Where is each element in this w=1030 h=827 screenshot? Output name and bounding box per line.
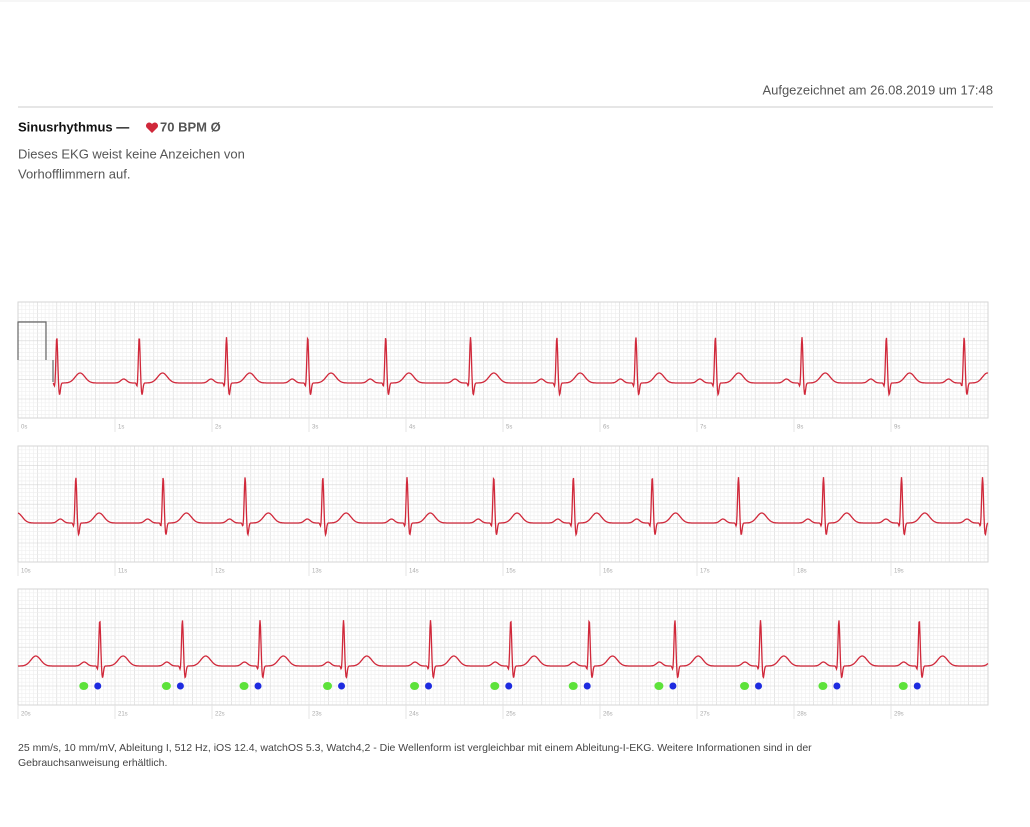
time-label: 18s [797, 569, 807, 575]
time-label: 3s [312, 425, 318, 431]
time-label: 25s [506, 712, 516, 718]
footer-line: Gebrauchsanweisung erhältlich. [18, 757, 167, 769]
time-label: 19s [894, 569, 904, 575]
annotation-dot [654, 682, 664, 690]
annotation-dot [254, 682, 262, 690]
annotation-dot [94, 682, 102, 690]
annotation-dot [755, 682, 763, 690]
annotation-dot [669, 682, 677, 690]
annotation-dot [338, 682, 346, 690]
time-label: 20s [21, 712, 31, 718]
time-label: 13s [312, 569, 322, 575]
annotation-dot [913, 682, 921, 690]
time-label: 1s [118, 425, 124, 431]
bpm: 70 BPM Ø [160, 119, 221, 134]
ecg-trace [17, 619, 989, 680]
ecg-trace [52, 336, 989, 397]
annotation-dot [239, 682, 249, 690]
annotation-dot [740, 682, 750, 690]
annotation-dot [410, 682, 420, 690]
heart-icon [145, 122, 159, 133]
annotation-dot [490, 682, 500, 690]
calibration-pulse [17, 321, 54, 382]
time-label: 9s [894, 425, 900, 431]
time-label: 6s [603, 425, 609, 431]
annotation-dot [898, 682, 908, 690]
annotation-dot [568, 682, 578, 690]
time-label: 22s [215, 712, 225, 718]
time-label: 5s [506, 425, 512, 431]
time-label: 28s [797, 712, 807, 718]
time-label: 15s [506, 569, 516, 575]
time-label: 2s [215, 425, 221, 431]
time-label: 17s [700, 569, 710, 575]
time-label: 29s [894, 712, 904, 718]
time-label: 23s [312, 712, 322, 718]
time-label: 7s [700, 425, 706, 431]
time-label: 21s [118, 712, 128, 718]
time-label: 12s [215, 569, 225, 575]
description-line: Vorhofflimmern auf. [18, 166, 130, 181]
annotation-dot [833, 682, 841, 690]
time-label: 16s [603, 569, 613, 575]
time-label: 10s [21, 569, 31, 575]
annotation-dot [425, 682, 433, 690]
time-label: 0s [21, 425, 27, 431]
time-label: 24s [409, 712, 419, 718]
recorded-date: Aufgezeichnet am 26.08.2019 um 17:48 [762, 82, 993, 97]
time-label: 26s [603, 712, 613, 718]
description-line: Dieses EKG weist keine Anzeichen von [18, 146, 245, 161]
rhythm-title: Sinusrhythmus — [18, 119, 129, 134]
time-label: 11s [118, 569, 127, 575]
time-label: 14s [409, 569, 419, 575]
time-label: 4s [409, 425, 415, 431]
annotation-dot [505, 682, 513, 690]
annotation-dot [583, 682, 591, 690]
time-label: 8s [797, 425, 803, 431]
ecg-strips: 0s 1s 2s 3s 4s 5s 6s 7s 8s 9s 10s 11s 12s 13s 14s 15s 16… [17, 301, 989, 719]
annotation-dot [161, 682, 171, 690]
footer-line: 25 mm/s, 10 mm/mV, Ableitung I, 512 Hz, … [18, 742, 812, 754]
annotation-dot [818, 682, 828, 690]
annotation-dot [79, 682, 89, 690]
annotation-dot [176, 682, 184, 690]
annotation-dot [323, 682, 333, 690]
time-label: 27s [700, 712, 710, 718]
ecg-trace [17, 476, 989, 538]
